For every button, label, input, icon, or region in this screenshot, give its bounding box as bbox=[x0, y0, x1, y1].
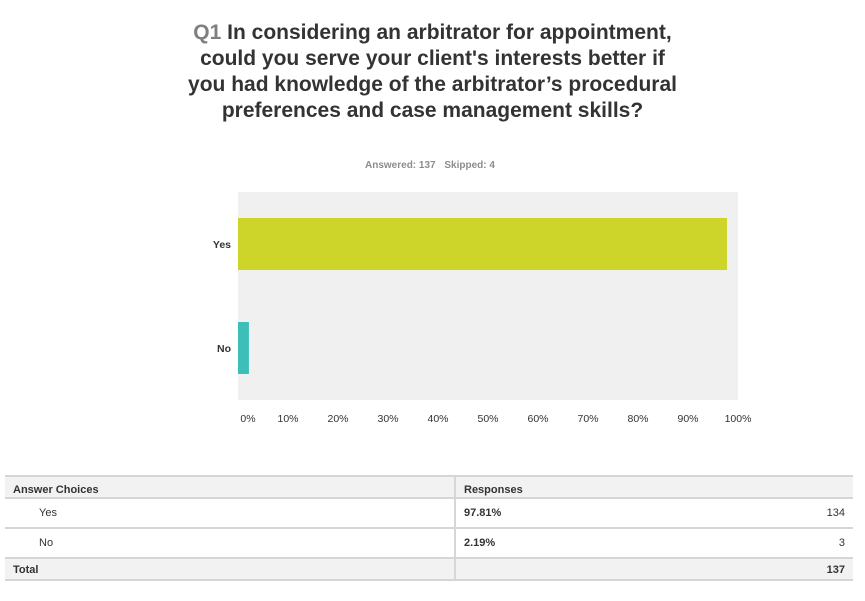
x-tick-label: 80% bbox=[627, 413, 648, 425]
category-label-no: No bbox=[217, 343, 231, 355]
question-text: In considering an arbitrator for appoint… bbox=[188, 21, 677, 122]
category-label-yes: Yes bbox=[213, 239, 231, 251]
table-header-row: Answer Choices Responses bbox=[5, 475, 853, 499]
bar-yes bbox=[238, 218, 728, 270]
x-tick-label: 40% bbox=[427, 413, 448, 425]
total-count: 137 bbox=[826, 564, 845, 576]
table-total-row: Total 137 bbox=[5, 557, 853, 581]
x-tick-label: 50% bbox=[477, 413, 498, 425]
x-tick-label: 30% bbox=[377, 413, 398, 425]
header-responses: Responses bbox=[456, 475, 853, 499]
response-count: 134 bbox=[826, 507, 845, 519]
results-table: Answer Choices Responses Yes 97.81% 134 … bbox=[5, 475, 853, 581]
x-tick-label: 20% bbox=[327, 413, 348, 425]
question-title: Q1 In considering an arbitrator for appo… bbox=[180, 20, 685, 124]
x-tick-label: 70% bbox=[577, 413, 598, 425]
total-cell: 137 bbox=[456, 557, 853, 581]
bar-chart: Yes No 0% 10% 20% 30% 40% 50% 60% 70% 80% 90% 100% bbox=[213, 192, 752, 425]
total-label: Total bbox=[5, 557, 455, 581]
choice-label: Yes bbox=[5, 497, 455, 529]
response-count: 3 bbox=[838, 537, 845, 549]
x-tick-label: 10% bbox=[277, 413, 298, 425]
answered-count: Answered: 137 bbox=[365, 160, 436, 171]
response-cell: 2.19% 3 bbox=[456, 527, 853, 559]
header-answer-choices: Answer Choices bbox=[5, 475, 455, 499]
table-row: No 2.19% 3 bbox=[5, 527, 853, 559]
x-tick-label: 90% bbox=[677, 413, 698, 425]
table-row: Yes 97.81% 134 bbox=[5, 497, 853, 529]
choice-label: No bbox=[5, 527, 455, 559]
response-percent: 97.81% bbox=[464, 507, 502, 519]
question-number: Q1 bbox=[193, 21, 222, 44]
skipped-count: Skipped: 4 bbox=[444, 160, 495, 171]
x-tick-label: 100% bbox=[725, 413, 752, 425]
bar-no bbox=[238, 322, 249, 374]
x-tick-label: 60% bbox=[527, 413, 548, 425]
response-cell: 97.81% 134 bbox=[456, 497, 853, 529]
x-tick-label: 0% bbox=[240, 413, 255, 425]
response-percent: 2.19% bbox=[464, 537, 496, 549]
response-stats: Answered: 137 Skipped: 4 bbox=[0, 160, 860, 171]
